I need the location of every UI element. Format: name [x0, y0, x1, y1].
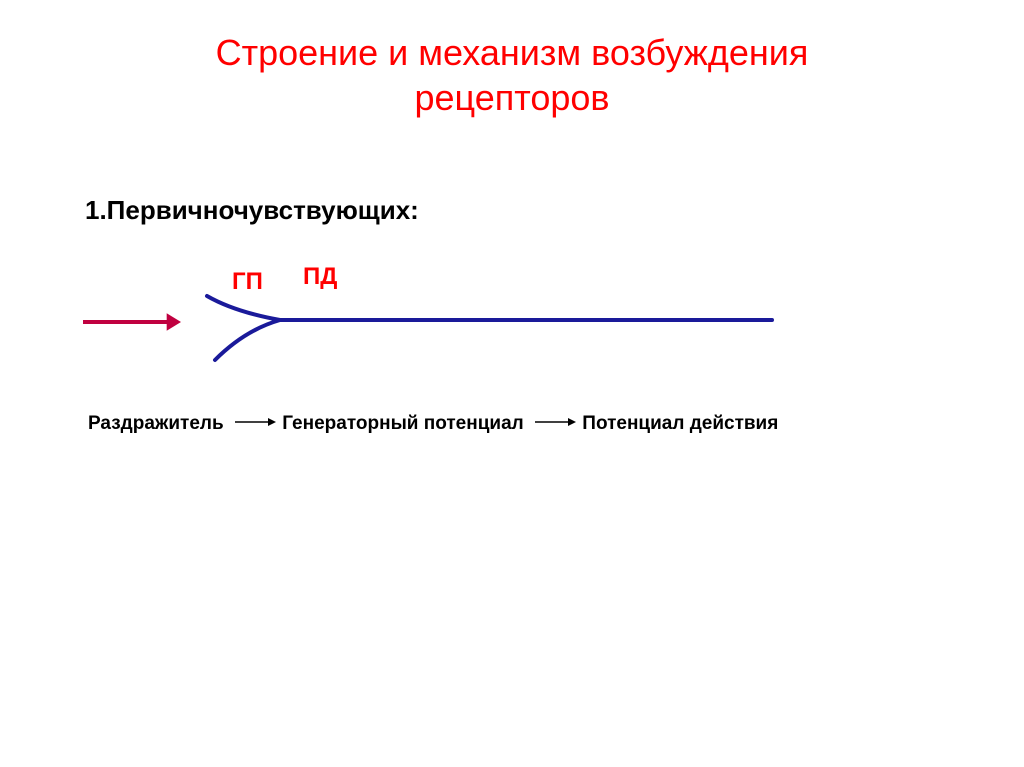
- flow-item-stimulus: Раздражитель: [88, 413, 224, 434]
- neuron-diagram: [0, 0, 1024, 767]
- neuron-shape: [207, 296, 772, 360]
- flow-line: Раздражитель Генераторный потенциал Поте…: [88, 413, 778, 435]
- stimulus-arrow: [83, 313, 181, 331]
- flow-arrow-icon: [529, 413, 577, 435]
- flow-arrow-icon: [229, 413, 277, 435]
- flow-item-generator-potential: Генераторный потенциал: [282, 413, 523, 434]
- flow-item-action-potential: Потенциал действия: [582, 413, 778, 434]
- slide: Строение и механизм возбуждения рецептор…: [0, 0, 1024, 767]
